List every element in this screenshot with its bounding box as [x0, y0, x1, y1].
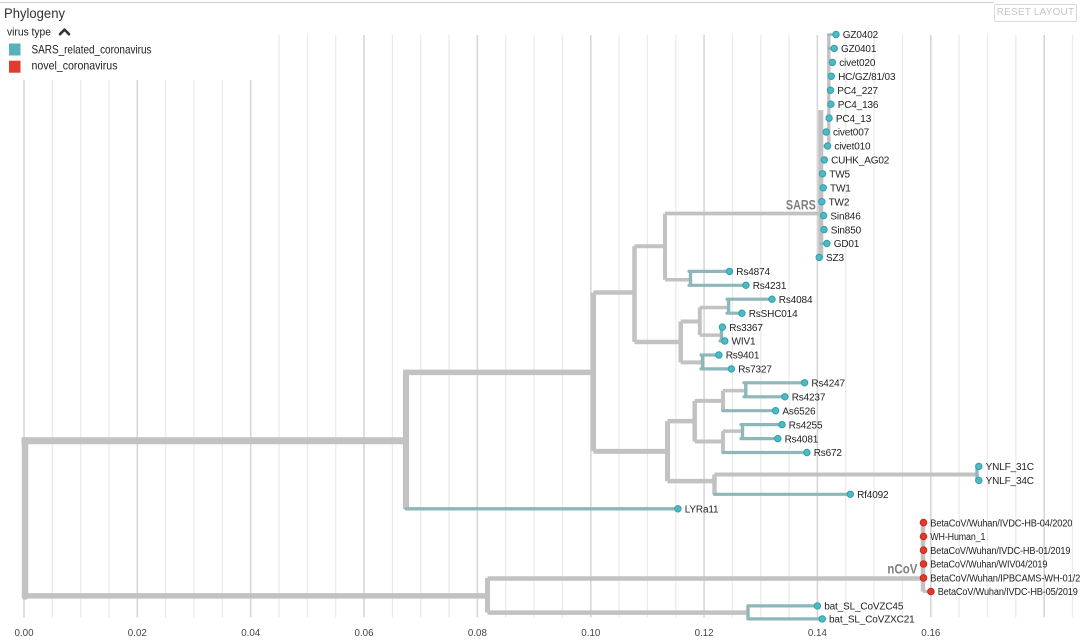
svg-text:BetaCoV/Wuhan/IPBCAMS-WH-01/20: BetaCoV/Wuhan/IPBCAMS-WH-01/2019: [930, 574, 1080, 585]
svg-text:YNLF_34C: YNLF_34C: [986, 476, 1034, 487]
svg-text:Rs4084: Rs4084: [779, 295, 813, 306]
svg-text:SARS_related_coronavirus: SARS_related_coronavirus: [32, 43, 152, 57]
svg-text:YNLF_31C: YNLF_31C: [986, 462, 1034, 473]
svg-text:civet020: civet020: [839, 58, 876, 69]
svg-text:0.16: 0.16: [921, 627, 940, 639]
svg-text:TW1: TW1: [830, 184, 851, 195]
svg-text:Phylogeny: Phylogeny: [4, 5, 65, 21]
svg-text:Sin850: Sin850: [831, 225, 862, 236]
svg-text:0.02: 0.02: [128, 627, 147, 639]
svg-text:GZ0401: GZ0401: [841, 44, 877, 55]
svg-text:Rs4874: Rs4874: [736, 267, 770, 278]
svg-text:novel_coronavirus: novel_coronavirus: [32, 59, 118, 73]
svg-text:Rs4247: Rs4247: [811, 379, 845, 390]
svg-text:RsSHC014: RsSHC014: [749, 309, 798, 320]
svg-text:0.04: 0.04: [241, 627, 260, 639]
svg-text:LYRa11: LYRa11: [685, 505, 719, 516]
svg-text:Sin846: Sin846: [830, 211, 861, 222]
svg-text:WIV1: WIV1: [732, 337, 756, 348]
svg-text:PC4_227: PC4_227: [837, 86, 878, 97]
svg-text:0.10: 0.10: [581, 627, 600, 639]
svg-text:civet007: civet007: [833, 128, 870, 139]
svg-text:0.08: 0.08: [468, 627, 487, 639]
svg-text:BetaCoV/Wuhan/IVDC-HB-05/2019: BetaCoV/Wuhan/IVDC-HB-05/2019: [938, 587, 1079, 598]
svg-text:BetaCoV/Wuhan/WIV04/2019: BetaCoV/Wuhan/WIV04/2019: [930, 560, 1048, 571]
svg-text:Rs9401: Rs9401: [726, 351, 760, 362]
svg-text:0.12: 0.12: [695, 627, 714, 639]
svg-text:CUHK_AG02: CUHK_AG02: [831, 156, 890, 167]
svg-text:Rs3367: Rs3367: [729, 323, 763, 334]
svg-text:BetaCoV/Wuhan/IVDC-HB-01/2019: BetaCoV/Wuhan/IVDC-HB-01/2019: [930, 546, 1071, 557]
svg-text:Rf4092: Rf4092: [857, 490, 889, 501]
svg-text:GD01: GD01: [834, 239, 860, 250]
svg-text:HC/GZ/81/03: HC/GZ/81/03: [838, 72, 896, 83]
svg-text:Rs672: Rs672: [814, 448, 843, 459]
svg-text:Rs4081: Rs4081: [785, 434, 819, 445]
svg-text:virus type: virus type: [7, 27, 51, 39]
svg-text:BetaCoV/Wuhan/IVDC-HB-04/2020: BetaCoV/Wuhan/IVDC-HB-04/2020: [930, 518, 1073, 529]
svg-text:0.06: 0.06: [355, 627, 374, 639]
svg-text:0.14: 0.14: [808, 627, 827, 639]
svg-text:0.00: 0.00: [15, 627, 34, 639]
svg-text:PC4_13: PC4_13: [836, 114, 872, 125]
svg-text:WH-Human_1: WH-Human_1: [930, 532, 986, 543]
svg-text:Rs4255: Rs4255: [789, 420, 823, 431]
svg-text:As6526: As6526: [782, 406, 816, 417]
svg-text:bat_SL_CoVZXC21: bat_SL_CoVZXC21: [829, 615, 915, 626]
svg-text:Rs4231: Rs4231: [753, 281, 787, 292]
svg-text:TW2: TW2: [829, 197, 850, 208]
svg-text:GZ0402: GZ0402: [843, 30, 879, 41]
svg-text:Rs7327: Rs7327: [738, 365, 772, 376]
svg-text:bat_SL_CoVZC45: bat_SL_CoVZC45: [824, 602, 904, 613]
svg-text:nCoV: nCoV: [887, 562, 917, 577]
svg-text:Rs4237: Rs4237: [792, 393, 826, 404]
svg-text:civet010: civet010: [834, 142, 871, 153]
svg-text:TW5: TW5: [829, 170, 850, 181]
svg-text:SARS: SARS: [786, 198, 816, 213]
svg-text:PC4_136: PC4_136: [838, 100, 879, 111]
svg-text:SZ3: SZ3: [826, 253, 844, 264]
